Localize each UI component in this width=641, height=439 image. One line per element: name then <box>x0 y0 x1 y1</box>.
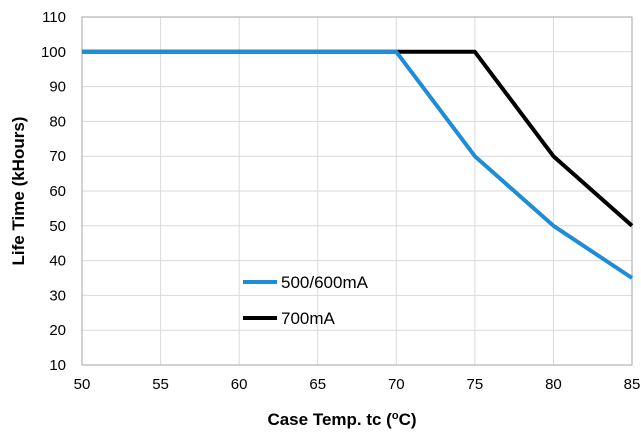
x-tick-label: 70 <box>388 376 405 393</box>
legend-label-500-600ma: 500/600mA <box>281 273 369 292</box>
y-tick-label: 40 <box>49 253 66 270</box>
y-tick-label: 100 <box>41 44 66 61</box>
x-axis-title-degree: o <box>392 410 399 422</box>
y-tick-label: 80 <box>49 113 66 130</box>
x-tick-labels: 50 55 60 65 70 75 80 85 <box>74 376 641 393</box>
y-axis-title: Life Time (kHours) <box>9 117 28 266</box>
x-tick-label: 60 <box>231 376 248 393</box>
series-line-500-600ma <box>82 49 634 280</box>
x-tick-label: 75 <box>467 376 484 393</box>
x-axis-title-unit: C) <box>399 410 417 429</box>
x-tick-label: 50 <box>74 376 91 393</box>
x-axis-title-main: Case Temp. tc ( <box>267 410 392 429</box>
series-lines <box>82 49 634 280</box>
y-tick-label: 10 <box>49 357 66 374</box>
y-tick-label: 70 <box>49 148 66 165</box>
y-tick-label: 50 <box>49 218 66 235</box>
legend-label-700ma: 700mA <box>281 309 336 328</box>
x-tick-label: 55 <box>152 376 169 393</box>
plot-border <box>81 16 633 366</box>
y-tick-label: 90 <box>49 79 66 96</box>
y-tick-label: 20 <box>49 322 66 339</box>
y-tick-labels: 10 20 30 40 50 60 70 80 90 100 110 <box>41 9 66 374</box>
x-tick-label: 80 <box>545 376 562 393</box>
x-tick-label: 65 <box>309 376 326 393</box>
x-axis-title: Case Temp. tc (oC) <box>267 410 416 429</box>
y-tick-label: 110 <box>42 9 66 26</box>
y-tick-label: 30 <box>49 287 66 304</box>
legend: 500/600mA 700mA <box>243 273 369 328</box>
y-tick-label: 60 <box>49 183 66 200</box>
x-tick-label: 85 <box>624 376 641 393</box>
